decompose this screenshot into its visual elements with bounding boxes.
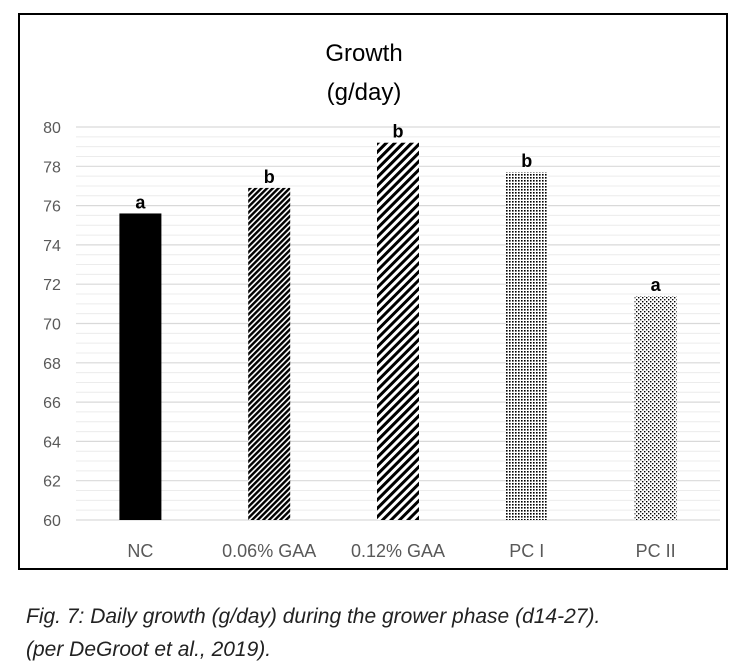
bar-5 (634, 295, 677, 520)
x-tick-label: PC I (509, 541, 544, 561)
y-tick-label: 62 (43, 474, 61, 491)
significance-label: b (264, 167, 275, 187)
y-tick-label: 74 (43, 238, 61, 255)
x-tick-label: 0.12% GAA (351, 541, 445, 561)
bars (119, 142, 677, 521)
x-axis: NC 0.06% GAA 0.12% GAA PC I PC II (127, 541, 675, 561)
y-tick-label: 70 (43, 317, 61, 334)
bar-chart: Growth (g/day) 60 62 64 66 68 70 72 74 76 78 80 a b… (43, 40, 720, 561)
x-tick-label: PC II (636, 541, 676, 561)
significance-label: a (135, 192, 146, 212)
bar-4 (505, 172, 548, 520)
y-tick-label: 72 (43, 277, 61, 294)
significance-labels: a b b b a (135, 122, 661, 295)
chart-subtitle: (g/day) (327, 79, 402, 106)
y-tick-label: 60 (43, 513, 61, 530)
figure-caption-line-1: Fig. 7: Daily growth (g/day) during the … (26, 605, 601, 628)
y-tick-label: 66 (43, 395, 61, 412)
bar-2 (248, 187, 291, 521)
y-tick-label: 80 (43, 120, 61, 137)
bar-3 (377, 142, 419, 520)
y-tick-label: 76 (43, 199, 61, 216)
figure-caption-line-2: (per DeGroot et al., 2019). (26, 638, 272, 661)
chart-frame: Growth (g/day) 60 62 64 66 68 70 72 74 76 78 80 a b… (18, 13, 728, 570)
x-tick-label: NC (127, 541, 153, 561)
significance-label: a (651, 275, 662, 295)
bar-1 (119, 213, 162, 520)
significance-label: b (521, 151, 532, 171)
y-tick-label: 68 (43, 356, 61, 373)
y-tick-label: 64 (43, 434, 61, 451)
y-tick-label: 78 (43, 159, 61, 176)
x-tick-label: 0.06% GAA (222, 541, 316, 561)
significance-label: b (393, 122, 404, 142)
y-axis: 60 62 64 66 68 70 72 74 76 78 80 (43, 120, 61, 530)
chart-title: Growth (325, 40, 402, 67)
